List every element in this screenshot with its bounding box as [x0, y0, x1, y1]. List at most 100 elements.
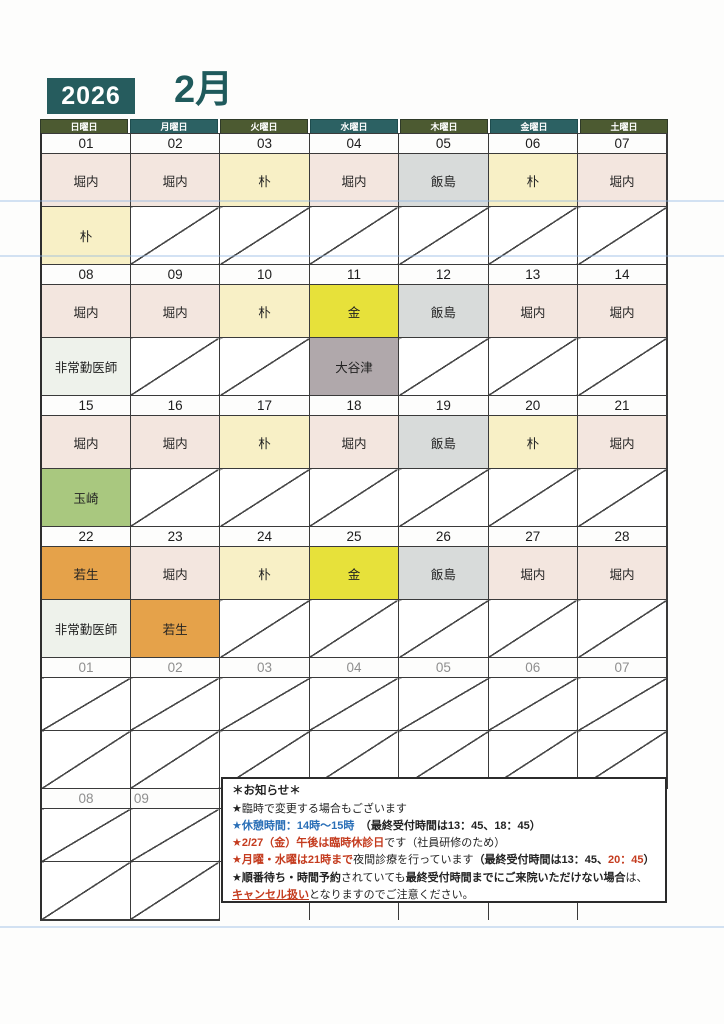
doctor-cell: 堀内: [129, 546, 221, 600]
closed-cell: [577, 337, 669, 396]
notice-text-segment: ★休憩時間：14時～15時: [232, 820, 355, 833]
closed-cell: [577, 677, 669, 731]
doctor-cell: 飯島: [398, 546, 489, 600]
date-cell: 01: [40, 133, 131, 154]
closed-cell: [487, 468, 579, 527]
date-cell: 24: [219, 526, 310, 547]
doctor-cell: 堀内: [577, 284, 669, 338]
notice-text-segment: は、: [625, 871, 648, 884]
closed-cell: [219, 599, 310, 658]
closed-cell: [577, 468, 669, 527]
notice-text-segment: ）: [643, 854, 655, 867]
notice-box: ＊お知らせ＊ ★臨時で変更する場合もございます ★休憩時間：14時～15時 （最終…: [221, 777, 667, 903]
date-cell: 17: [219, 395, 310, 416]
date-cell: 07: [577, 133, 669, 154]
date-cell: 22: [40, 526, 131, 547]
closed-cell: [219, 468, 310, 527]
doctor-cell: 朴: [219, 546, 310, 600]
doctor-cell: 堀内: [40, 153, 131, 207]
closed-cell: [308, 677, 400, 731]
doctor-cell: 飯島: [398, 153, 489, 207]
notice-text-segment: 順番待ち・時間予約: [241, 871, 341, 884]
doctor-cell: 飯島: [398, 284, 489, 338]
weekday-header-6: 土曜日: [580, 119, 668, 134]
closed-cell: [577, 206, 669, 265]
closed-cell: [487, 599, 579, 658]
weekday-header-2: 火曜日: [220, 119, 308, 134]
doctor-cell: 若生: [129, 599, 221, 658]
doctor-cell: 堀内: [308, 153, 400, 207]
scan-artifact-line: [0, 926, 724, 928]
doctor-cell: 堀内: [129, 284, 221, 338]
doctor-cell: 堀内: [577, 415, 669, 469]
notice-text-segment: 最終受付時間までにご来院いただけない場合: [405, 871, 626, 884]
date-cell: 18: [308, 395, 400, 416]
date-cell: 12: [398, 264, 489, 285]
notice-line: ★順番待ち・時間予約されていても最終受付時間までにご来院いただけない場合は、キャ…: [232, 870, 656, 904]
doctor-cell: 朴: [219, 153, 310, 207]
notice-line: ★2/27（金）午後は臨時休診日です（社員研修のため）: [232, 835, 656, 852]
doctor-cell: 飯島: [398, 415, 489, 469]
doctor-cell: 朴: [487, 153, 579, 207]
notice-text-segment: です（社員研修のため）: [384, 837, 506, 850]
notice-text-segment: ★月曜・水曜は21時まで: [232, 854, 354, 867]
date-cell: 14: [577, 264, 669, 285]
date-cell: 08: [40, 788, 131, 809]
date-cell: 15: [40, 395, 131, 416]
doctor-cell: 堀内: [577, 153, 669, 207]
month-label: 2月: [174, 69, 234, 111]
weekday-header-4: 木曜日: [400, 119, 488, 134]
closed-cell: [487, 206, 579, 265]
notice-text-segment: ★: [232, 871, 242, 884]
notice-line: ★月曜・水曜は21時まで夜間診療を行っています（最終受付時間は13：45、20：…: [232, 852, 656, 869]
closed-cell: [219, 337, 310, 396]
doctor-cell: 朴: [219, 415, 310, 469]
date-cell: 13: [487, 264, 579, 285]
date-cell: 06: [487, 133, 579, 154]
closed-cell: [129, 808, 221, 862]
closed-cell: [398, 468, 489, 527]
closed-cell: [308, 599, 400, 658]
year-badge: 2026: [47, 78, 135, 114]
notice-text-segment: （最終受付時間は13：45、: [473, 854, 609, 867]
closed-cell: [487, 337, 579, 396]
notice-text-segment: ★2/27（金）午後は臨時休診日: [232, 837, 385, 850]
date-cell: 09: [129, 264, 221, 285]
notice-title: ＊お知らせ＊: [232, 785, 301, 797]
calendar-body: 01 02 03 04 05 06 07 堀内 堀内朴堀内 飯島朴堀内朴 08 09 10 11 12 13 1…: [40, 133, 669, 921]
date-cell: 01: [40, 657, 131, 678]
date-cell: 10: [219, 264, 310, 285]
doctor-cell: 堀内: [40, 415, 131, 469]
closed-cell: [219, 677, 310, 731]
doctor-cell: 金: [308, 284, 400, 338]
closed-cell: [577, 599, 669, 658]
closed-cell: [40, 808, 131, 862]
closed-cell: [129, 730, 221, 789]
doctor-cell: 朴: [219, 284, 310, 338]
date-cell: 11: [308, 264, 400, 285]
doctor-cell: 堀内: [577, 546, 669, 600]
doctor-cell: 金: [308, 546, 400, 600]
closed-cell: [129, 468, 221, 527]
date-cell: 08: [40, 264, 131, 285]
closed-cell: [308, 206, 400, 265]
closed-cell: [398, 206, 489, 265]
closed-cell: [129, 677, 221, 731]
date-cell: 03: [219, 657, 310, 678]
doctor-cell: 堀内: [487, 284, 579, 338]
date-cell: 04: [308, 133, 400, 154]
closed-cell: [129, 206, 221, 265]
closed-cell: [398, 677, 489, 731]
weekday-header-0: 日曜日: [40, 119, 128, 134]
date-cell: 09: [129, 788, 221, 809]
closed-cell: [40, 677, 131, 731]
date-cell: 27: [487, 526, 579, 547]
doctor-cell: 堀内: [129, 415, 221, 469]
doctor-cell: 堀内: [40, 284, 131, 338]
notice-text-segment: となりますのでご注意ください。: [309, 888, 474, 901]
date-cell: 07: [577, 657, 669, 678]
date-cell: 05: [398, 133, 489, 154]
doctor-cell: 非常勤医師: [40, 337, 131, 396]
date-cell: 03: [219, 133, 310, 154]
